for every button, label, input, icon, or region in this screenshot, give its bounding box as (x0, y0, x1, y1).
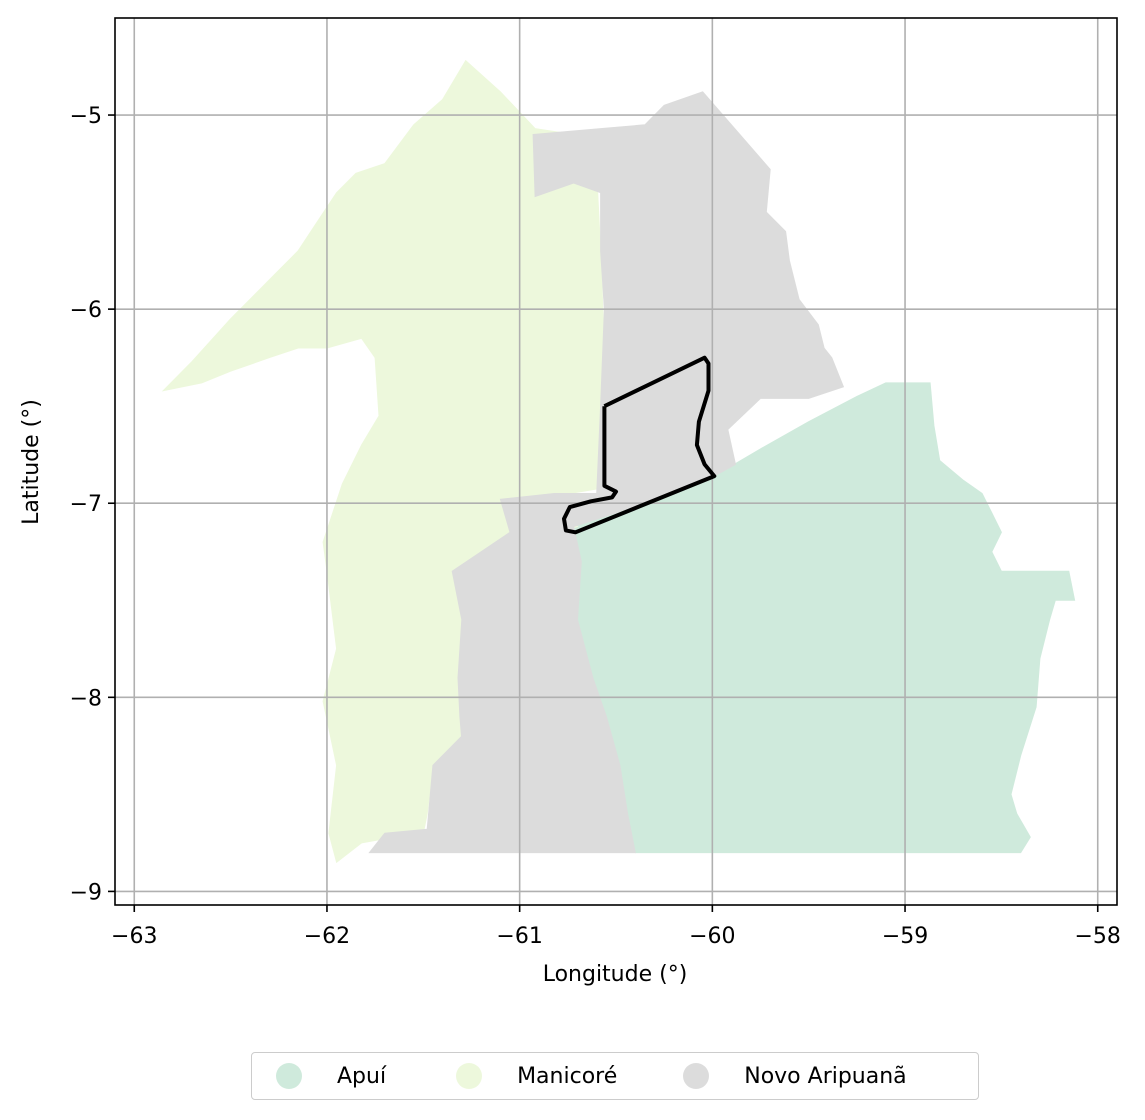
x-tick-label: −63 (111, 924, 157, 949)
legend-item-apui: Apuí (276, 1053, 386, 1099)
regions-layer (161, 59, 1076, 864)
legend-marker-manicore (456, 1063, 483, 1089)
y-tick-label: −7 (70, 492, 102, 517)
legend-label-apui: Apuí (337, 1063, 387, 1089)
legend-label-manicore: Manicoré (517, 1063, 618, 1089)
legend: Apuí Manicoré Novo Aripuanã (251, 1052, 979, 1100)
y-axis-label: Latitude (°) (19, 399, 44, 525)
y-tick-label: −6 (70, 298, 102, 323)
map-plot: −63 −62 −61 −60 −59 −58 −5 −6 −7 −8 −9 Longitude (… (19, 17, 1121, 987)
x-tick-label: −59 (882, 924, 928, 949)
highlight-boundary (562, 355, 717, 535)
ticks-layer: −63 −62 −61 −60 −59 −58 −5 −6 −7 −8 −9 (70, 104, 1121, 949)
legend-label-novo-aripuana: Novo Aripuanã (744, 1063, 907, 1089)
y-tick-label: −8 (70, 686, 102, 711)
x-tick-label: −62 (304, 924, 350, 949)
x-tick-label: −60 (689, 924, 735, 949)
grid-layer (115, 18, 1117, 905)
legend-marker-apui (276, 1063, 302, 1089)
x-tick-label: −61 (496, 924, 542, 949)
x-axis-label: Longitude (°) (543, 962, 688, 987)
y-tick-label: −5 (70, 104, 102, 129)
y-tick-label: −9 (70, 880, 102, 905)
axes-frame (114, 17, 1118, 906)
legend-marker-novo-aripuana (683, 1063, 710, 1089)
legend-item-manicore: Manicoré (456, 1053, 617, 1099)
x-tick-label: −58 (1075, 924, 1121, 949)
highlight-layer (562, 355, 717, 535)
legend-item-novo-aripuana: Novo Aripuanã (683, 1053, 907, 1099)
